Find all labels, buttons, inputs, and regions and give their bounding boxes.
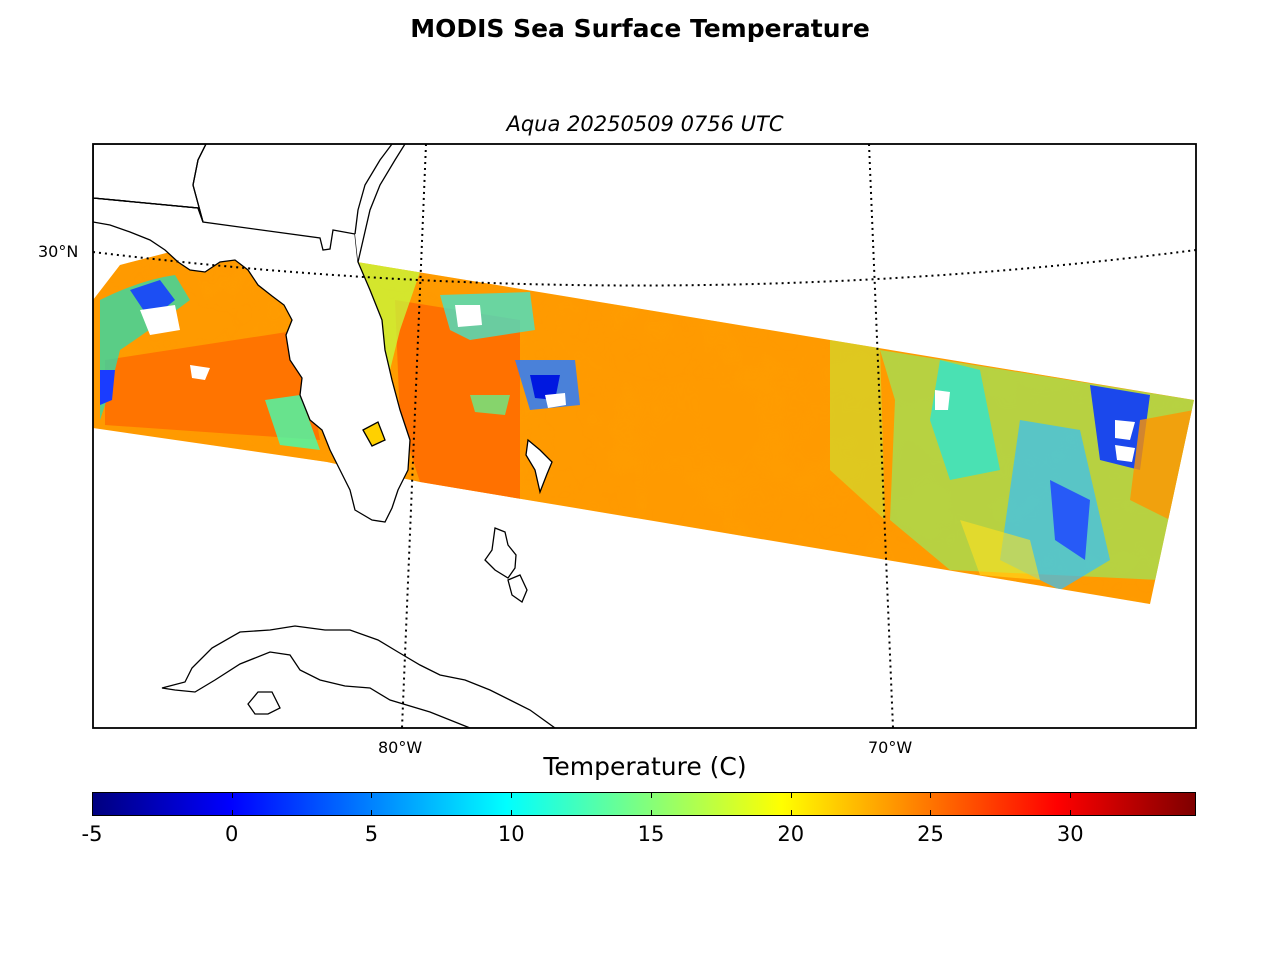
colorbar-tick-mark <box>1070 810 1072 816</box>
colorbar-tick-label: 15 <box>637 822 665 846</box>
colorbar-tick-mark <box>650 792 652 798</box>
lon-label-70w: 70°W <box>868 738 913 757</box>
colorbar-tick-mark <box>650 810 652 816</box>
colorbar-tick-mark <box>790 792 792 798</box>
colorbar-tick-mark <box>231 810 233 816</box>
colorbar-tick-label: -5 <box>81 822 103 846</box>
colorbar-tick-mark <box>511 810 513 816</box>
colorbar-tick-label: 0 <box>225 822 239 846</box>
lat-label-30n: 30°N <box>38 242 79 261</box>
chart-title: MODIS Sea Surface Temperature <box>410 14 870 43</box>
graticule <box>93 144 1196 728</box>
lon-label-80w: 80°W <box>378 738 423 757</box>
chart-subtitle: Aqua 20250509 0756 UTC <box>506 112 784 136</box>
coastlines <box>93 144 557 728</box>
colorbar-label: Temperature (C) <box>543 752 747 781</box>
colorbar-tick-mark <box>790 810 792 816</box>
colorbar <box>92 792 1196 816</box>
colorbar-tick-mark <box>231 792 233 798</box>
colorbar-tick-mark <box>511 792 513 798</box>
map-frame <box>92 143 1197 729</box>
colorbar-tick-mark <box>1070 792 1072 798</box>
colorbar-tick-label: 5 <box>364 822 379 846</box>
colorbar-tick-mark <box>930 792 932 798</box>
colorbar-tick-mark <box>371 792 373 798</box>
colorbar-tick-label: 20 <box>777 822 805 846</box>
colorbar-tick-label: 25 <box>917 822 944 846</box>
colorbar-tick-mark <box>371 810 373 816</box>
colorbar-tick-label: 10 <box>497 822 525 846</box>
colorbar-tick-label: 30 <box>1056 822 1084 846</box>
colorbar-tick-mark <box>930 810 932 816</box>
sst-swath <box>93 252 1194 604</box>
